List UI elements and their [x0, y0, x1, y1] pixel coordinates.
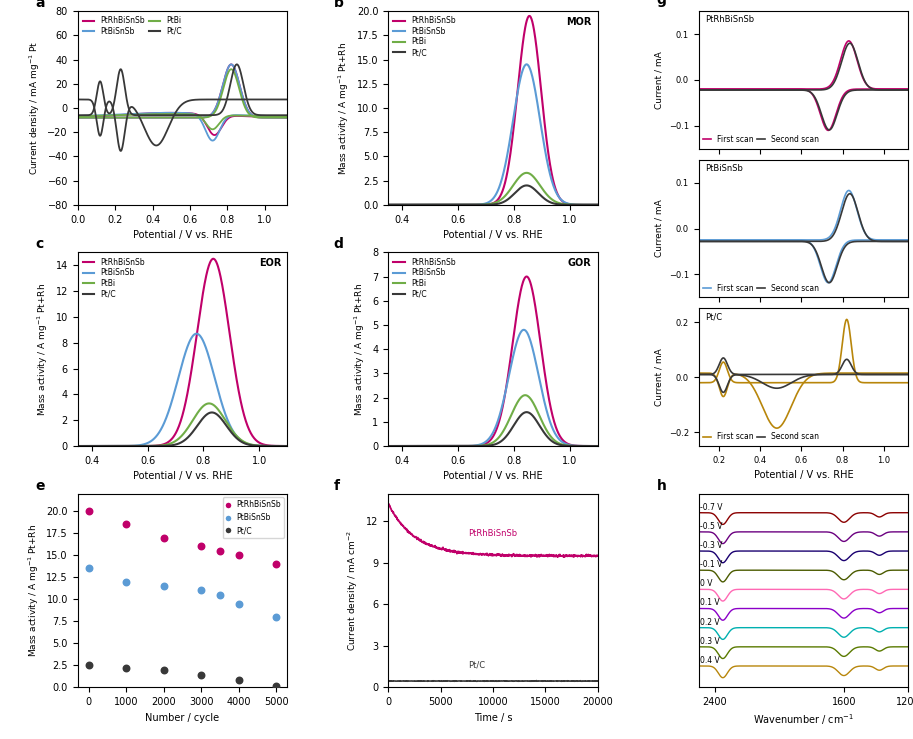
Text: -0.7 V: -0.7 V [700, 503, 723, 511]
Text: e: e [36, 479, 45, 493]
Point [268, 558, 283, 570]
Point [194, 540, 208, 552]
Text: -0.3 V: -0.3 V [700, 541, 723, 550]
Legend: PtRhBiSnSb, PtBiSnSb, PtBi, Pt/C: PtRhBiSnSb, PtBiSnSb, PtBi, Pt/C [81, 15, 184, 38]
Text: MOR: MOR [566, 17, 592, 27]
Point [156, 664, 171, 675]
X-axis label: Time / s: Time / s [474, 712, 512, 723]
Y-axis label: Current / mA: Current / mA [655, 348, 663, 406]
Legend: PtRhBiSnSb, PtBiSnSb, PtBi, Pt/C: PtRhBiSnSb, PtBiSnSb, PtBi, Pt/C [81, 256, 147, 300]
Point [81, 505, 96, 517]
Legend: PtRhBiSnSb, PtBiSnSb, PtBi, Pt/C: PtRhBiSnSb, PtBiSnSb, PtBi, Pt/C [392, 256, 457, 300]
Text: PtRhBiSnSb: PtRhBiSnSb [705, 16, 754, 24]
Text: a: a [36, 0, 45, 10]
Y-axis label: Current density / mA cm$^{-2}$: Current density / mA cm$^{-2}$ [346, 530, 361, 651]
Text: g: g [656, 0, 666, 7]
Point [231, 598, 246, 610]
Y-axis label: Current density / mA mg$^{-1}$ Pt: Current density / mA mg$^{-1}$ Pt [27, 41, 42, 175]
Legend: PtRhBiSnSb, PtBiSnSb, Pt/C: PtRhBiSnSb, PtBiSnSb, Pt/C [223, 497, 284, 538]
Point [119, 662, 133, 674]
Point [81, 562, 96, 574]
Text: c: c [36, 237, 44, 251]
X-axis label: Potential / V vs. RHE: Potential / V vs. RHE [132, 230, 232, 240]
Point [213, 545, 227, 556]
Text: -0.5 V: -0.5 V [700, 522, 723, 531]
Y-axis label: Mass activity / A mg$^{-1}$ Pt+Rh: Mass activity / A mg$^{-1}$ Pt+Rh [36, 282, 50, 416]
Legend: First scan, Second scan: First scan, Second scan [702, 283, 820, 293]
Text: b: b [333, 0, 343, 10]
Point [268, 611, 283, 623]
Point [194, 585, 208, 596]
X-axis label: Wavenumber / cm$^{-1}$: Wavenumber / cm$^{-1}$ [753, 712, 855, 727]
Y-axis label: Current / mA: Current / mA [655, 200, 663, 257]
Legend: First scan, Second scan: First scan, Second scan [702, 432, 820, 442]
Text: PtRhBiSnSb: PtRhBiSnSb [467, 529, 517, 538]
X-axis label: Potential / V vs. RHE: Potential / V vs. RHE [132, 471, 232, 481]
Point [268, 681, 283, 692]
Point [156, 580, 171, 592]
X-axis label: Potential / V vs. RHE: Potential / V vs. RHE [443, 471, 543, 481]
Text: GOR: GOR [568, 258, 592, 268]
Point [194, 669, 208, 681]
Point [156, 531, 171, 543]
Text: 0.3 V: 0.3 V [700, 637, 720, 646]
X-axis label: Potential / V vs. RHE: Potential / V vs. RHE [754, 470, 854, 480]
Text: f: f [333, 479, 340, 493]
Text: Pt/C: Pt/C [467, 661, 485, 670]
X-axis label: Potential / V vs. RHE: Potential / V vs. RHE [443, 230, 543, 240]
Point [213, 589, 227, 601]
Text: -0.1 V: -0.1 V [700, 560, 722, 569]
Text: EOR: EOR [258, 258, 281, 268]
Text: 0.1 V: 0.1 V [700, 599, 719, 607]
Y-axis label: Current / mA: Current / mA [655, 51, 663, 109]
Text: PtBiSnSb: PtBiSnSb [705, 164, 743, 173]
Text: 0 V: 0 V [700, 579, 713, 588]
Legend: First scan, Second scan: First scan, Second scan [702, 134, 820, 145]
Text: 0.2 V: 0.2 V [700, 618, 719, 627]
X-axis label: Number / cycle: Number / cycle [145, 712, 219, 723]
Point [81, 659, 96, 671]
Text: d: d [333, 237, 343, 251]
Y-axis label: Mass activity / A mg$^{-1}$ Pt+Rh: Mass activity / A mg$^{-1}$ Pt+Rh [352, 282, 367, 416]
Y-axis label: Mass activity / A mg$^{-1}$ Pt+Rh: Mass activity / A mg$^{-1}$ Pt+Rh [26, 524, 41, 657]
Text: Pt/C: Pt/C [705, 313, 722, 321]
Point [119, 576, 133, 588]
Point [231, 549, 246, 561]
Point [231, 674, 246, 686]
Text: h: h [656, 479, 666, 493]
Legend: PtRhBiSnSb, PtBiSnSb, PtBi, Pt/C: PtRhBiSnSb, PtBiSnSb, PtBi, Pt/C [392, 15, 457, 58]
Text: 0.4 V: 0.4 V [700, 656, 720, 665]
Y-axis label: Mass activity / A mg$^{-1}$ Pt+Rh: Mass activity / A mg$^{-1}$ Pt+Rh [337, 41, 352, 174]
Point [119, 519, 133, 531]
